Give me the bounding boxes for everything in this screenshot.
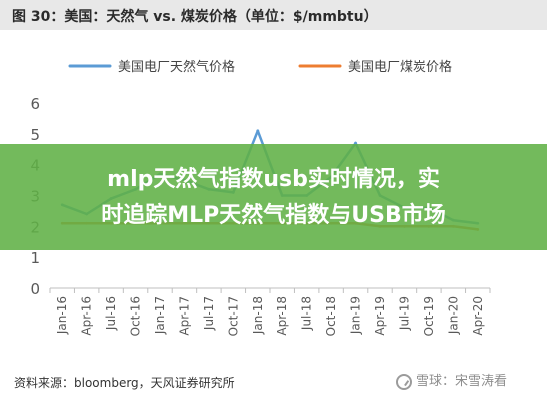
x-tick-label: Jan-17	[153, 296, 167, 335]
x-tick-label: Apr-19	[373, 296, 387, 336]
y-tick-label: 5	[30, 126, 40, 144]
source-note: 资料来源：bloomberg，天风证券研究所	[14, 376, 235, 390]
series-1-point	[256, 129, 260, 133]
y-tick-label: 1	[30, 249, 40, 267]
headline-text: mlp天然气指数usb实时情况，实 时追踪MLP天然气指数与USB市场	[0, 162, 547, 234]
x-tick-label: Jan-16	[55, 296, 69, 335]
x-tick-label: Apr-17	[177, 296, 191, 336]
x-tick-label: Oct-18	[324, 296, 338, 336]
x-tick-label: Jan-20	[446, 296, 460, 335]
series-1-point	[354, 141, 357, 145]
y-tick-label: 0	[30, 280, 40, 298]
headline-banner: mlp天然气指数usb实时情况，实 时追踪MLP天然气指数与USB市场	[0, 144, 547, 250]
x-tick-label: Oct-16	[129, 296, 143, 336]
legend-label-1: 美国电厂天然气价格	[118, 59, 235, 75]
x-tick-label: Apr-20	[471, 296, 485, 336]
headline-line-2: 时追踪MLP天然气指数与USB市场	[101, 203, 446, 228]
watermark: 雪球：宋雪涛看	[396, 370, 507, 390]
x-tick-label: Jul-19	[397, 296, 411, 331]
snowball-logo-icon	[396, 373, 412, 390]
watermark-text: 雪球：宋雪涛看	[416, 374, 508, 389]
legend-label-2: 美国电厂煤炭价格	[348, 59, 452, 75]
x-tick-label: Apr-18	[275, 296, 289, 336]
x-tick-label: Oct-17	[226, 296, 240, 336]
x-tick-label: Apr-16	[80, 296, 94, 336]
x-tick-label: Oct-19	[422, 296, 436, 336]
x-tick-label: Jan-18	[251, 296, 265, 335]
chart-title: 图 30：美国：天然气 vs. 煤炭价格（单位：$/mmbtu）	[12, 9, 378, 25]
x-tick-label: Jan-19	[349, 296, 363, 335]
chart-header-bar: 图 30：美国：天然气 vs. 煤炭价格（单位：$/mmbtu）	[0, 0, 547, 30]
y-tick-label: 6	[30, 95, 40, 113]
headline-line-1: mlp天然气指数usb实时情况，实	[107, 167, 440, 192]
x-tick-label: Jul-17	[202, 296, 216, 331]
x-tick-label: Jul-18	[300, 296, 314, 331]
x-tick-label: Jul-16	[104, 296, 118, 331]
